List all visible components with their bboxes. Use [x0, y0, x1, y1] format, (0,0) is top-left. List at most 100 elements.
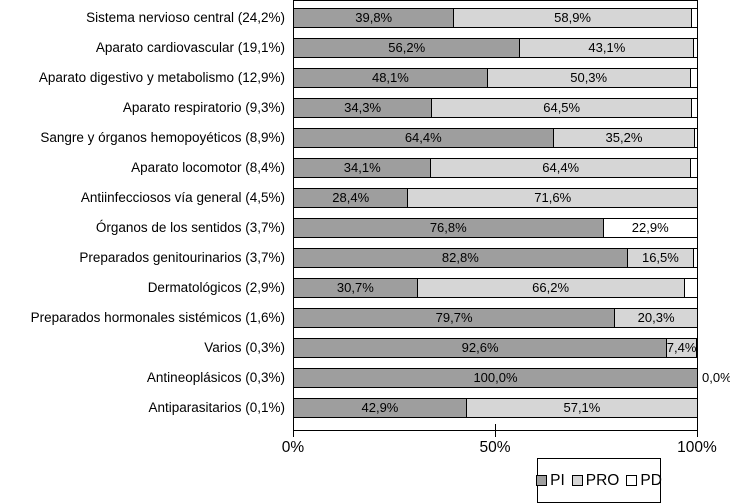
stacked-bar: 48,1% 50,3% [293, 68, 698, 88]
segment-value-label: 50,3% [570, 70, 608, 85]
stacked-bar: 64,4% 35,2% [293, 128, 698, 148]
outside-value-label: 0,0% [702, 370, 730, 385]
stacked-bar: 28,4% 71,6% [293, 188, 698, 208]
bar-segment-pro: 58,9% [454, 9, 692, 27]
segment-value-label: 20,3% [637, 310, 675, 325]
x-axis-tick-50 [495, 424, 496, 437]
bar-segment-pi: 64,4% [294, 129, 554, 147]
bar-segment-pd [684, 279, 697, 297]
bar-segment-pi: 48,1% [294, 69, 488, 87]
bar-segment-pi: 42,9% [294, 399, 467, 417]
bar-segment-pi: 82,8% [294, 249, 628, 267]
legend-swatch-icon [536, 475, 548, 486]
category-label: Preparados genitourinarios (3,7%) [79, 250, 285, 265]
bar-segment-pro: 64,5% [432, 99, 693, 117]
segment-value-label: 56,2% [388, 40, 426, 55]
legend-label: PRO [585, 472, 620, 489]
bar-row: Antiparasitarios (0,1%) 42,9% 57,1% [0, 398, 730, 418]
bar-segment-pd [694, 39, 697, 57]
stacked-bar: 34,1% 64,4% [293, 158, 698, 178]
segment-value-label: 58,9% [554, 10, 591, 25]
bar-segment-pi: 34,1% [294, 159, 432, 177]
segment-value-label: 79,7% [435, 310, 473, 325]
bar-segment-pro: 57,1% [466, 399, 697, 417]
chart-legend: PI PRO PD [536, 458, 662, 503]
segment-value-label: 66,2% [532, 280, 570, 295]
bar-segment-pro: 35,2% [553, 129, 696, 147]
bar-row: Órganos de los sentidos (3,7%) 76,8% 22,9% [0, 218, 730, 238]
stacked-bar: 42,9% 57,1% [293, 398, 698, 418]
segment-value-label: 100,0% [473, 370, 518, 385]
bar-segment-pi: 100,0% [294, 369, 697, 387]
category-label: Antiinfecciosos vía general (4,5%) [80, 190, 285, 205]
legend-entry-pd: PD [626, 473, 662, 488]
y-axis-line [293, 0, 294, 437]
stacked-bar: 92,6% 7,4% [293, 338, 698, 358]
bar-row: Aparato locomotor (8,4%) 34,1% 64,4% [0, 158, 730, 178]
bar-segment-pd [694, 249, 697, 267]
x-axis-tick-label: 50% [479, 439, 511, 456]
bar-segment-pi: 76,8% [294, 219, 604, 237]
stacked-bar: 56,2% 43,1% [293, 38, 698, 58]
bar-segment-pro: 43,1% [520, 39, 695, 57]
segment-value-label: 28,4% [332, 190, 370, 205]
segment-value-label: 34,1% [343, 160, 381, 175]
bar-segment-pro: 71,6% [408, 189, 697, 207]
category-label: Sistema nervioso central (24,2%) [86, 10, 285, 25]
bar-segment-pd [690, 69, 697, 87]
category-label: Órganos de los sentidos (3,7%) [95, 220, 285, 235]
legend-entry-pi: PI [536, 473, 565, 488]
x-axis-tick-label: 100% [677, 439, 717, 456]
stacked-bar: 34,3% 64,5% [293, 98, 698, 118]
bar-row: Varios (0,3%) 92,6% 7,4% [0, 338, 730, 358]
category-label: Aparato respiratorio (9,3%) [122, 100, 285, 115]
bar-segment-pro: 7,4% [667, 339, 697, 357]
segment-value-label: 57,1% [563, 400, 601, 415]
segment-value-label: 16,5% [641, 250, 679, 265]
category-label: Preparados hormonales sistémicos (1,6%) [30, 310, 285, 325]
stacked-bar: 79,7% 20,3% [293, 308, 698, 328]
bar-segment-pi: 92,6% [294, 339, 668, 357]
stacked-bar: 39,8% 58,9% [293, 8, 698, 28]
category-label: Antineoplásicos (0,3%) [146, 370, 285, 385]
bar-segment-pi: 30,7% [294, 279, 418, 297]
bar-segment-pi: 39,8% [294, 9, 455, 27]
segment-value-label: 42,9% [361, 400, 399, 415]
bar-row: Sangre y órganos hemopoyéticos (8,9%) 64,… [0, 128, 730, 148]
bar-segment-pd [692, 99, 697, 117]
bar-row: Aparato digestivo y metabolismo (12,9%) 4… [0, 68, 730, 88]
legend-swatch-icon [626, 475, 638, 486]
segment-value-label: 22,9% [631, 220, 669, 235]
category-label: Sangre y órganos hemopoyéticos (8,9%) [40, 130, 285, 145]
x-axis-tick-label: 0% [281, 439, 305, 456]
legend-swatch-icon [571, 475, 583, 486]
stacked-bar: 30,7% 66,2% [293, 278, 698, 298]
bar-segment-pi: 34,3% [294, 99, 433, 117]
segment-value-label: 34,3% [344, 100, 382, 115]
bar-row: Antineoplásicos (0,3%) 100,0% 0,0% [0, 368, 730, 388]
stacked-bar: 100,0% [293, 368, 698, 388]
bar-segment-pro: 50,3% [487, 69, 691, 87]
bar-segment-pro: 20,3% [615, 309, 697, 327]
plot-frame-right [697, 0, 698, 437]
bar-segment-pi: 79,7% [294, 309, 616, 327]
segment-value-label: 7,4% [666, 340, 697, 355]
bar-segment-pro: 66,2% [417, 279, 685, 297]
plot-frame-top [293, 0, 698, 1]
bar-row: Preparados genitourinarios (3,7%) 82,8% 16… [0, 248, 730, 268]
category-label: Aparato digestivo y metabolismo (12,9%) [38, 70, 285, 85]
segment-value-label: 35,2% [605, 130, 643, 145]
bar-segment-pi: 28,4% [294, 189, 409, 207]
bar-row: Preparados hormonales sistémicos (1,6%) 7… [0, 308, 730, 328]
category-label: Aparato cardiovascular (19,1%) [95, 40, 285, 55]
legend-label: PD [640, 472, 662, 489]
bar-segment-pd [691, 9, 697, 27]
category-label: Antiparasitarios (0,1%) [148, 400, 285, 415]
bar-row: Antiinfecciosos vía general (4,5%) 28,4% 7… [0, 188, 730, 208]
segment-value-label: 64,4% [404, 130, 442, 145]
bar-segment-pd [695, 129, 697, 147]
stacked-bar: 82,8% 16,5% [293, 248, 698, 268]
legend-label: PI [550, 472, 565, 489]
segment-value-label: 43,1% [588, 40, 626, 55]
